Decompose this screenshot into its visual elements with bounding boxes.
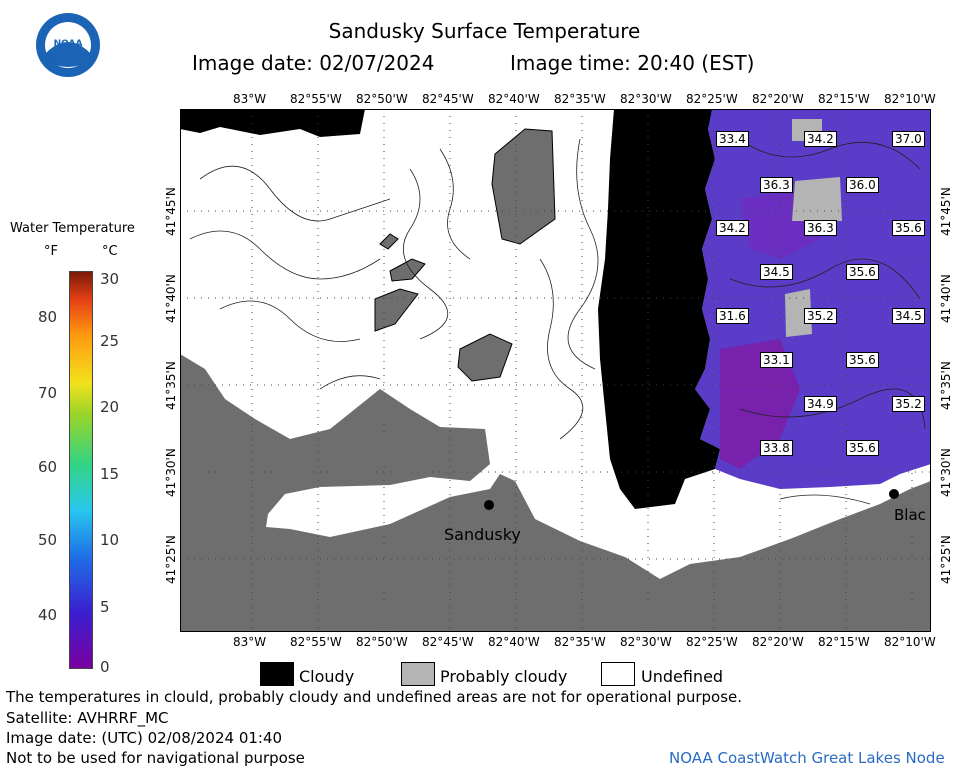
legend-label-undefined: Undefined <box>641 667 724 686</box>
lat-label-right: 41°35'N <box>939 361 953 410</box>
lon-label-top: 82°40'W <box>488 92 540 106</box>
temp-label: 34.5 <box>892 308 925 324</box>
colorbar-f-tick: 70 <box>38 384 58 402</box>
colorbar-c-tick: 5 <box>100 598 110 616</box>
lon-label-bottom: 82°10'W <box>884 635 936 649</box>
temp-label: 35.6 <box>892 220 925 236</box>
lat-label-left: 41°25'N <box>164 535 178 584</box>
legend-swatch-cloudy <box>260 662 294 686</box>
footer-nav-warning: Not to be used for navigational purpose <box>6 749 305 767</box>
lon-label-bottom: 82°50'W <box>356 635 408 649</box>
contour-lines <box>189 138 926 505</box>
sandusky-marker <box>484 500 494 510</box>
lon-label-bottom: 82°35'W <box>554 635 606 649</box>
lon-label-bottom: 82°20'W <box>752 635 804 649</box>
lon-label-top: 82°35'W <box>554 92 606 106</box>
land-region <box>180 354 931 632</box>
place-label-blac: Blac <box>894 506 926 524</box>
temp-label: 36.3 <box>760 177 793 193</box>
colorbar-c-tick: 25 <box>100 332 120 350</box>
footer-utc-date: Image date: (UTC) 02/08/2024 01:40 <box>6 729 283 747</box>
colorbar-unit-c: °C <box>102 244 118 259</box>
lon-label-bottom: 82°30'W <box>620 635 672 649</box>
lon-label-top: 82°45'W <box>422 92 474 106</box>
island <box>374 288 419 332</box>
lon-label-bottom: 82°55'W <box>290 635 342 649</box>
colorbar-title: Water Temperature <box>10 221 135 236</box>
logo-text: NOAA <box>54 39 83 49</box>
footer-disclaimer: The temperatures in clould, probably clo… <box>6 688 743 706</box>
temp-label: 35.2 <box>892 396 925 412</box>
lon-label-bottom: 83°W <box>233 635 267 649</box>
map-title: Sandusky Surface Temperature <box>328 19 641 43</box>
lat-label-left: 41°40'N <box>164 274 178 323</box>
image-time: Image time: 20:40 (EST) <box>510 51 755 75</box>
lat-label-left: 41°35'N <box>164 361 178 410</box>
temp-label: 34.2 <box>716 220 749 236</box>
colorbar-c-tick: 10 <box>100 531 120 549</box>
lon-label-top: 82°20'W <box>752 92 804 106</box>
colorbar-f-tick: 50 <box>38 531 58 549</box>
colorbar-c-tick: 0 <box>100 658 110 676</box>
colorbar <box>69 271 93 669</box>
lon-label-top: 82°50'W <box>356 92 408 106</box>
colorbar-f-tick: 40 <box>38 606 58 624</box>
place-label-sandusky: Sandusky <box>444 525 521 544</box>
lat-label-right: 41°40'N <box>939 274 953 323</box>
colorbar-c-tick: 15 <box>100 465 120 483</box>
noaa-logo: NOAA <box>35 12 101 78</box>
lon-label-top: 82°55'W <box>290 92 342 106</box>
lon-label-top: 82°30'W <box>620 92 672 106</box>
probably-cloudy-patch <box>785 289 812 337</box>
temp-label: 36.3 <box>804 220 837 236</box>
lat-label-right: 41°45'N <box>939 187 953 236</box>
colorbar-unit-f: °F <box>44 244 58 259</box>
lon-label-top: 83°W <box>233 92 267 106</box>
lon-label-bottom: 82°25'W <box>686 635 738 649</box>
colorbar-c-tick: 20 <box>100 398 120 416</box>
temp-label: 33.8 <box>760 440 793 456</box>
temp-label: 34.2 <box>804 131 837 147</box>
lon-label-top: 82°15'W <box>818 92 870 106</box>
temp-label: 33.1 <box>760 352 793 368</box>
temp-label: 34.9 <box>804 396 837 412</box>
temp-label: 35.6 <box>846 264 879 280</box>
footer-satellite: Satellite: AVHRRF_MC <box>6 709 169 727</box>
image-date: Image date: 02/07/2024 <box>192 51 435 75</box>
colorbar-f-tick: 60 <box>38 458 58 476</box>
temp-label: 36.0 <box>846 177 879 193</box>
legend-label-cloudy: Cloudy <box>299 667 355 686</box>
temp-label: 33.4 <box>716 131 749 147</box>
probably-cloudy-patch <box>792 177 842 221</box>
lon-label-top: 82°25'W <box>686 92 738 106</box>
temp-label: 35.6 <box>846 440 879 456</box>
legend-swatch-probably-cloudy <box>401 662 435 686</box>
legend-label-probably-cloudy: Probably cloudy <box>440 667 568 686</box>
legend-swatch-undefined <box>601 662 635 686</box>
blac-marker <box>889 489 899 499</box>
lat-label-right: 41°25'N <box>939 535 953 584</box>
temp-label: 31.6 <box>716 308 749 324</box>
cloud-region <box>598 109 720 509</box>
island <box>389 258 426 282</box>
island <box>379 233 399 250</box>
lon-label-bottom: 82°40'W <box>488 635 540 649</box>
island <box>457 333 513 382</box>
colorbar-c-tick: 30 <box>100 270 120 288</box>
lon-label-bottom: 82°45'W <box>422 635 474 649</box>
temp-label: 35.2 <box>804 308 837 324</box>
sst-map <box>180 109 931 632</box>
temp-label: 37.0 <box>892 131 925 147</box>
lat-label-right: 41°30'N <box>939 448 953 497</box>
colorbar-f-tick: 80 <box>38 308 58 326</box>
lon-label-top: 82°10'W <box>884 92 936 106</box>
lon-label-bottom: 82°15'W <box>818 635 870 649</box>
island <box>491 128 556 245</box>
lat-label-left: 41°30'N <box>164 448 178 497</box>
footer-credit: NOAA CoastWatch Great Lakes Node <box>669 749 945 767</box>
lat-label-left: 41°45'N <box>164 187 178 236</box>
temp-label: 35.6 <box>846 352 879 368</box>
cloud-region <box>180 109 365 137</box>
temp-label: 34.5 <box>760 264 793 280</box>
